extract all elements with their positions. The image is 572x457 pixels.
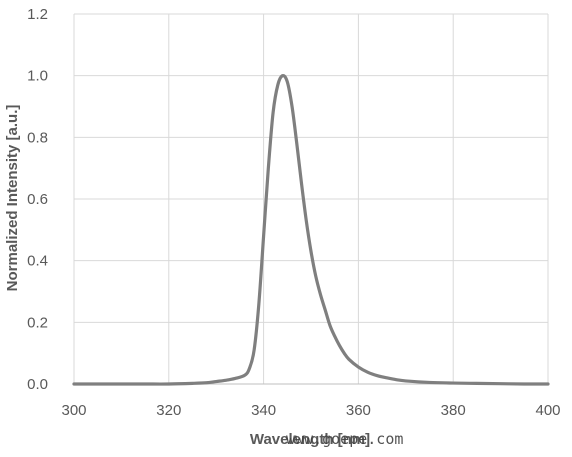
y-axis-title: Normalized Intensity [a.u.] (4, 105, 21, 292)
y-tick-labels: 0.0 0.2 0.4 0.6 0.8 1.0 1.2 (27, 6, 48, 393)
x-tick-label: 340 (251, 402, 276, 419)
x-tick-label: 380 (441, 402, 466, 419)
x-tick-label: 300 (61, 402, 86, 419)
y-tick-label: 0.8 (27, 129, 48, 146)
watermark-text: www.goepe.com (286, 430, 403, 448)
y-tick-label: 0.6 (27, 191, 48, 208)
x-tick-label: 360 (346, 402, 371, 419)
y-tick-label: 1.2 (27, 6, 48, 23)
x-axis-title: Wavelength [nm] (250, 431, 370, 448)
x-tick-labels: 300 320 340 360 380 400 (61, 402, 560, 419)
y-tick-label: 1.0 (27, 68, 48, 85)
y-tick-label: 0.0 (27, 376, 48, 393)
intensity-curve (72, 73, 550, 386)
y-tick-label: 0.2 (27, 314, 48, 331)
x-tick-label: 320 (156, 402, 181, 419)
x-tick-label: 400 (535, 402, 560, 419)
grid-lines (73, 13, 549, 385)
y-tick-label: 0.4 (27, 253, 48, 270)
